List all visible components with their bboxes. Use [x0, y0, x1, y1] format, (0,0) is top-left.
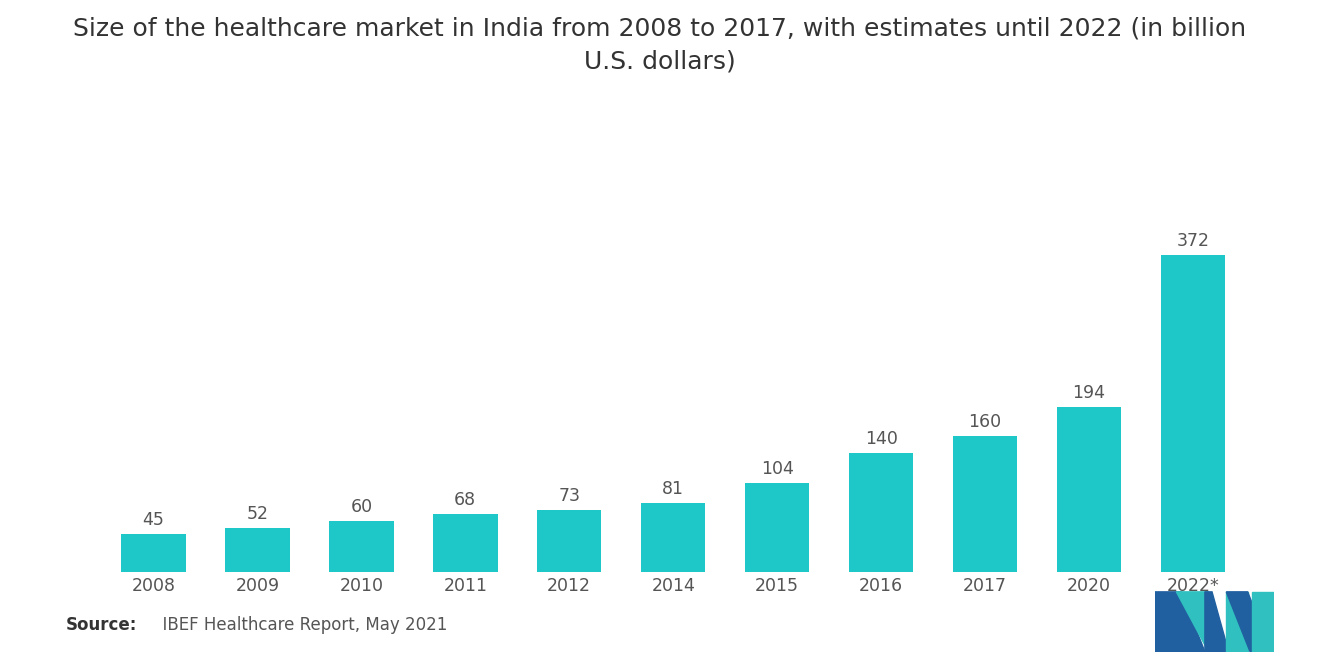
- Text: 140: 140: [865, 430, 898, 448]
- Text: IBEF Healthcare Report, May 2021: IBEF Healthcare Report, May 2021: [152, 616, 447, 634]
- Text: 60: 60: [350, 498, 372, 516]
- Text: 81: 81: [663, 480, 684, 498]
- Polygon shape: [1226, 592, 1247, 652]
- Text: Source:: Source:: [66, 616, 137, 634]
- Bar: [226, 527, 289, 572]
- Text: 52: 52: [247, 505, 268, 523]
- Bar: [744, 483, 809, 572]
- Polygon shape: [1176, 592, 1209, 652]
- Text: 73: 73: [558, 487, 581, 505]
- Text: 160: 160: [969, 413, 1002, 431]
- Text: 104: 104: [760, 460, 793, 478]
- Polygon shape: [1226, 592, 1271, 652]
- Text: 45: 45: [143, 511, 165, 529]
- Bar: [953, 436, 1018, 572]
- Text: 194: 194: [1073, 384, 1106, 402]
- Polygon shape: [1253, 592, 1274, 652]
- Bar: [1160, 255, 1225, 572]
- Bar: [537, 510, 602, 572]
- Bar: [329, 521, 393, 572]
- Bar: [642, 503, 705, 572]
- Text: 68: 68: [454, 491, 477, 509]
- Text: U.S. dollars): U.S. dollars): [585, 50, 735, 74]
- Bar: [849, 453, 913, 572]
- Bar: [433, 514, 498, 572]
- Bar: [1057, 407, 1121, 572]
- Bar: [121, 533, 186, 572]
- Polygon shape: [1205, 592, 1229, 652]
- Text: 372: 372: [1176, 232, 1209, 251]
- Text: Size of the healthcare market in India from 2008 to 2017, with estimates until 2: Size of the healthcare market in India f…: [74, 17, 1246, 41]
- Polygon shape: [1155, 592, 1205, 652]
